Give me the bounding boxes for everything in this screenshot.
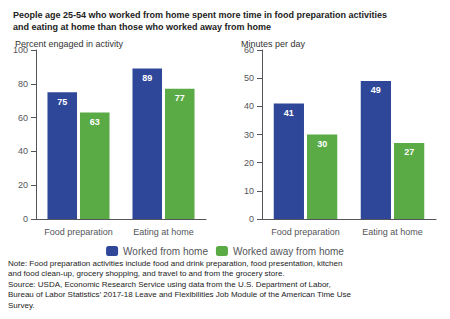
svg-text:Eating at home: Eating at home	[133, 227, 194, 237]
svg-text:Note: Food preparation activit: Note: Food preparation activities includ…	[8, 259, 342, 268]
svg-text:10: 10	[244, 186, 254, 196]
svg-text:Source: USDA, Economic Researc: Source: USDA, Economic Research Service …	[8, 280, 331, 289]
svg-text:and food clean-up, grocery sho: and food clean-up, grocery shopping, and…	[8, 269, 285, 278]
svg-text:20: 20	[244, 158, 254, 168]
svg-text:0: 0	[23, 214, 28, 224]
svg-text:75: 75	[57, 97, 67, 107]
svg-text:Worked away from home: Worked away from home	[233, 246, 344, 257]
svg-text:80: 80	[18, 79, 28, 89]
svg-text:100: 100	[13, 45, 28, 55]
svg-text:Percent engaged in activity: Percent engaged in activity	[15, 39, 124, 49]
svg-text:40: 40	[244, 101, 254, 111]
svg-text:Food preparation: Food preparation	[44, 227, 113, 237]
svg-text:40: 40	[18, 146, 28, 156]
svg-text:77: 77	[175, 93, 185, 103]
svg-text:27: 27	[404, 147, 414, 157]
svg-text:Eating at home: Eating at home	[362, 227, 423, 237]
svg-text:Bureau of Labor Statistics’ 20: Bureau of Labor Statistics’ 2017-18 Leav…	[8, 290, 352, 299]
svg-text:63: 63	[90, 117, 100, 127]
svg-text:Minutes per day: Minutes per day	[241, 39, 306, 49]
svg-text:49: 49	[371, 85, 381, 95]
svg-text:Food preparation: Food preparation	[271, 227, 340, 237]
svg-text:30: 30	[244, 130, 254, 140]
svg-text:60: 60	[18, 113, 28, 123]
svg-text:20: 20	[18, 180, 28, 190]
svg-text:and eating at home than those: and eating at home than those who worked…	[13, 22, 271, 32]
svg-text:0: 0	[249, 214, 254, 224]
svg-text:30: 30	[317, 139, 327, 149]
svg-text:Survey.: Survey.	[8, 301, 35, 310]
svg-text:41: 41	[284, 108, 294, 118]
svg-text:People age 25-54 who worked fr: People age 25-54 who worked from home sp…	[13, 10, 387, 20]
svg-text:89: 89	[142, 73, 152, 83]
svg-text:Worked from home: Worked from home	[123, 246, 208, 257]
svg-text:50: 50	[244, 73, 254, 83]
svg-text:60: 60	[244, 45, 254, 55]
